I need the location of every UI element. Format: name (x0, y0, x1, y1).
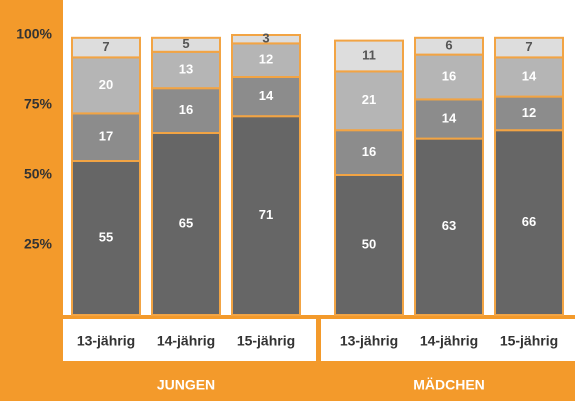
data-label: 50 (362, 236, 376, 251)
category-row (321, 319, 575, 361)
bar-segment (71, 36, 141, 59)
x-tick-label: 13-jährig (340, 333, 398, 349)
x-tick-label: 15-jährig (500, 333, 558, 349)
y-tick-label: 25% (24, 236, 53, 252)
bar-segment (334, 174, 404, 316)
plot-area (63, 0, 575, 315)
bar-segment (231, 34, 301, 45)
bar-segment (414, 36, 484, 56)
data-label: 14 (442, 110, 457, 125)
x-tick-label: 15-jährig (237, 333, 295, 349)
bar-segment (334, 129, 404, 176)
data-label: 16 (362, 144, 376, 159)
data-label: 16 (442, 68, 456, 83)
data-label: 5 (182, 36, 189, 51)
data-label: 3 (262, 31, 269, 46)
bar-segment (151, 36, 221, 53)
data-label: 12 (522, 105, 536, 120)
data-label: 12 (259, 52, 273, 67)
data-label: 7 (525, 39, 532, 54)
group-label: MÄDCHEN (413, 377, 485, 393)
bar-segment (151, 87, 221, 134)
data-label: 71 (259, 207, 273, 222)
data-label: 13 (179, 61, 193, 76)
data-label: 66 (522, 214, 536, 229)
data-label: 65 (179, 215, 193, 230)
y-tick-label: 75% (24, 96, 53, 112)
bar-segment (414, 137, 484, 316)
bar-segment (151, 50, 221, 90)
y-tick-label: 100% (16, 26, 52, 42)
bar-segment (71, 160, 141, 316)
data-label: 6 (445, 38, 452, 53)
x-tick-label: 13-jährig (77, 333, 135, 349)
data-label: 11 (362, 47, 376, 62)
bar-segment (494, 95, 564, 132)
bar-segment (494, 36, 564, 59)
x-tick-label: 14-jährig (420, 333, 478, 349)
data-label: 7 (102, 39, 109, 54)
x-tick-label: 14-jährig (157, 333, 215, 349)
y-tick-label: 50% (24, 166, 53, 182)
data-label: 16 (179, 102, 193, 117)
data-label: 14 (522, 68, 537, 83)
data-label: 20 (99, 77, 113, 92)
group-label: JUNGEN (157, 377, 215, 393)
bar-segment (151, 132, 221, 316)
category-row (63, 319, 316, 361)
data-label: 55 (99, 229, 113, 244)
data-label: 63 (442, 218, 456, 233)
data-label: 17 (99, 129, 113, 144)
bar-segment (414, 53, 484, 101)
data-label: 14 (259, 88, 274, 103)
bar-segment (494, 129, 564, 316)
bar-segment (231, 115, 301, 316)
data-label: 21 (362, 92, 376, 107)
bar-segment (334, 39, 404, 73)
